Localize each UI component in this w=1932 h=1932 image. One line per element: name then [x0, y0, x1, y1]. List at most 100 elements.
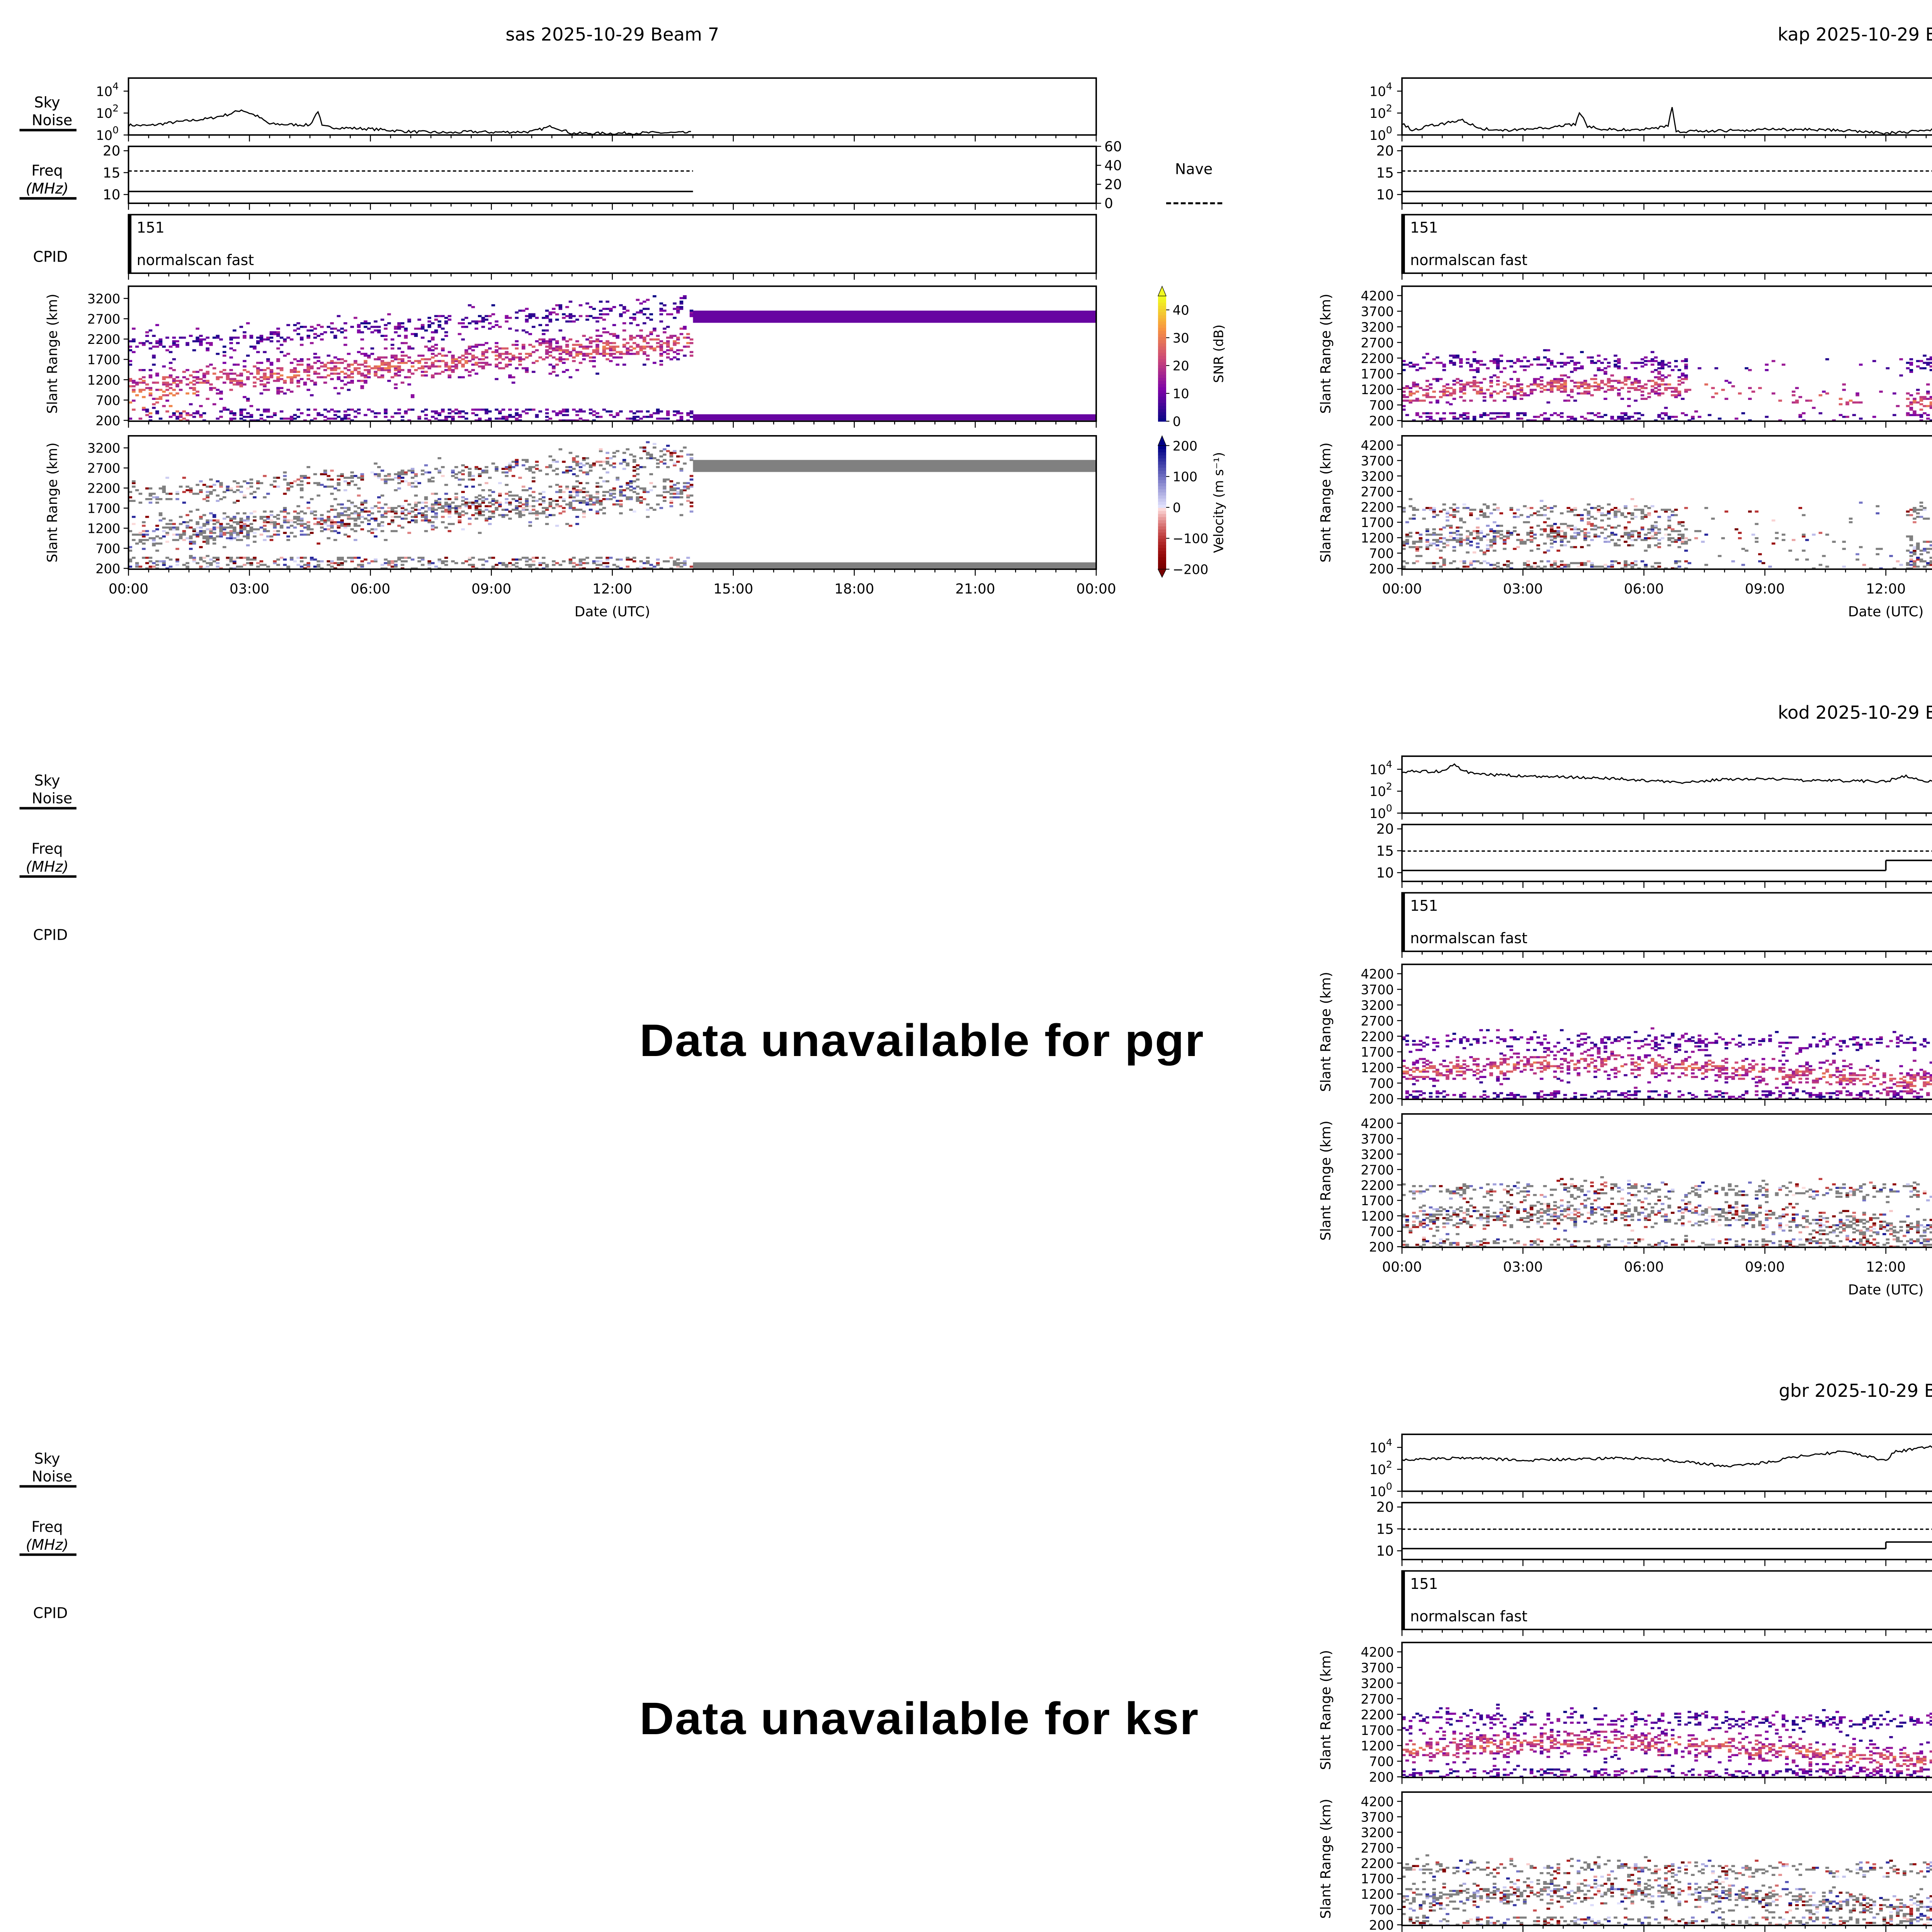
snr-cell	[397, 365, 401, 368]
snr-cell	[639, 347, 643, 350]
vel-cell	[219, 484, 223, 486]
snr-cell	[1590, 360, 1594, 362]
snr-cell	[434, 344, 438, 346]
snr-cell	[488, 327, 492, 330]
vel-cell	[485, 519, 488, 522]
snr-cell	[1483, 364, 1486, 366]
vel-cell	[548, 455, 553, 457]
vel-cell	[132, 533, 136, 536]
vel-cell	[595, 461, 599, 463]
snr-cell	[1637, 362, 1641, 364]
snr-cell	[656, 410, 660, 413]
snr-cell	[347, 369, 351, 371]
vel-cell	[168, 493, 173, 495]
snr-cell	[1674, 389, 1678, 391]
snr-cell	[1624, 379, 1628, 382]
snr-cell	[374, 320, 378, 323]
snr-cell	[273, 331, 277, 333]
snr-cell	[1684, 374, 1688, 377]
vel-cell	[461, 469, 465, 472]
vel-cell	[175, 491, 179, 493]
vel-cell	[407, 521, 411, 524]
colorbar-segment	[1158, 455, 1166, 459]
vel-cell	[377, 476, 381, 479]
snr-cell	[340, 387, 344, 389]
vel-cell	[464, 502, 468, 504]
vel-cell	[155, 535, 159, 538]
vel-cell	[306, 528, 310, 531]
snr-cell	[515, 340, 519, 342]
snr-cell	[468, 345, 472, 348]
vel-cell	[555, 524, 559, 527]
vel-cell	[202, 523, 206, 525]
vel-cell	[313, 510, 317, 513]
vel-cell	[279, 526, 284, 529]
vel-cell	[279, 556, 284, 559]
colorbar-segment	[1158, 365, 1166, 369]
vel-cell	[542, 562, 546, 565]
vel-cell	[501, 514, 505, 516]
snr-cell	[1671, 390, 1675, 393]
snr-cell	[676, 358, 680, 361]
snr-cell	[555, 412, 559, 415]
vel-cell	[454, 509, 458, 511]
vel-cell	[491, 462, 495, 465]
vel-cell	[266, 493, 270, 495]
vel-cell	[643, 487, 646, 490]
snr-cell	[1855, 394, 1859, 396]
snr-cell	[196, 376, 200, 379]
vel-cell	[632, 480, 636, 483]
snr-cell	[1926, 390, 1930, 393]
snr-cell	[1735, 417, 1738, 420]
vel-cell	[605, 556, 609, 559]
snr-cell	[192, 379, 196, 382]
snr-cell	[344, 417, 347, 420]
snr-cell	[538, 344, 543, 346]
vel-cell	[599, 502, 603, 504]
vel-cell	[417, 482, 421, 484]
snr-cell	[1523, 414, 1527, 416]
snr-cell	[616, 356, 620, 359]
snr-cell	[202, 376, 206, 379]
snr-cell	[263, 419, 267, 422]
vel-cell	[199, 489, 203, 492]
chart-title: kap 2025-10-29 Beam 7	[1778, 24, 1932, 45]
snr-cell	[333, 414, 337, 416]
snr-cell	[669, 337, 673, 339]
snr-cell	[327, 374, 331, 377]
vel-cell	[233, 521, 236, 524]
vel-cell	[233, 491, 236, 493]
snr-cell	[229, 342, 233, 344]
snr-cell	[454, 408, 458, 411]
snr-y-tick-label: 200	[95, 413, 120, 429]
snr-cell	[1929, 358, 1932, 361]
snr-cell	[1556, 362, 1560, 364]
snr-cell	[1479, 416, 1483, 418]
vel-cell	[263, 524, 267, 527]
vel-cell	[289, 485, 294, 488]
vel-cell	[323, 519, 327, 522]
vel-cell	[414, 514, 418, 516]
vel-cell	[599, 485, 603, 488]
vel-cell	[659, 455, 663, 457]
snr-cell	[437, 372, 442, 375]
vel-cell	[196, 533, 200, 536]
snr-cell	[374, 329, 378, 332]
vel-cell	[548, 498, 553, 500]
snr-cell	[152, 403, 156, 405]
snr-cell	[128, 345, 133, 348]
snr-cell	[1489, 412, 1493, 415]
vel-cell	[663, 500, 667, 502]
snr-cell	[219, 392, 223, 395]
colorbar-extend-arrow	[1157, 435, 1167, 446]
vel-cell	[646, 556, 650, 559]
snr-cell	[179, 389, 183, 391]
snr-cell	[568, 354, 573, 357]
snr-cell	[1446, 383, 1449, 386]
snr-cell	[498, 326, 502, 328]
cpid-id: 151	[137, 219, 165, 236]
vel-cell	[374, 505, 378, 507]
snr-cell	[374, 372, 378, 375]
snr-cell	[1765, 416, 1769, 418]
snr-cell	[313, 353, 317, 355]
